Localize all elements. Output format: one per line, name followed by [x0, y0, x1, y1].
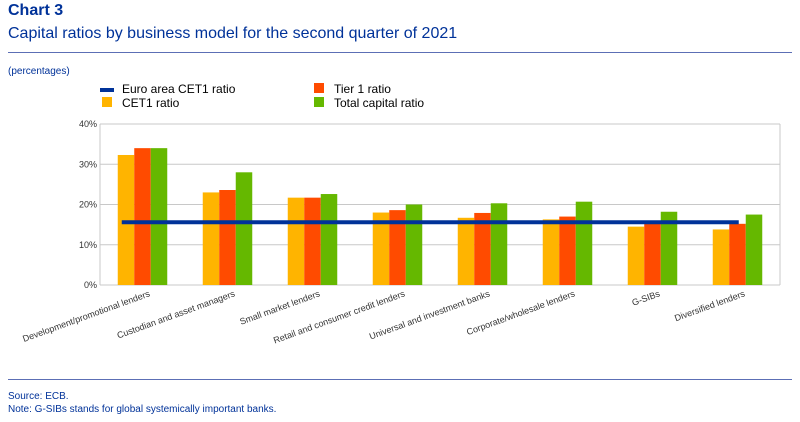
bar [729, 223, 746, 285]
bar [559, 216, 576, 285]
x-tick-label: Diversified lenders [673, 288, 746, 323]
legend: Euro area CET1 ratio Tier 1 ratio CET1 rat… [100, 82, 424, 110]
bar [490, 203, 508, 285]
y-tick-label: 20% [79, 200, 97, 210]
bars [117, 148, 763, 285]
legend-label: Euro area CET1 ratio [122, 82, 236, 96]
x-tick-label: Small market lenders [238, 288, 321, 326]
legend-swatch-line [100, 88, 114, 92]
bar [202, 192, 220, 285]
bar [405, 204, 423, 285]
bar [320, 194, 338, 285]
bar [457, 217, 475, 285]
y-tick-label: 0% [84, 280, 97, 290]
chart-title: Capital ratios by business model for the… [8, 25, 458, 42]
y-tick-label: 30% [79, 159, 97, 169]
bar [627, 226, 645, 285]
legend-label: CET1 ratio [122, 96, 180, 110]
bar [219, 190, 236, 285]
bar [117, 154, 135, 285]
bar [150, 148, 168, 285]
bar [542, 219, 560, 285]
units-label: (percentages) [8, 66, 70, 77]
y-tick-label: 10% [79, 240, 97, 250]
bar [474, 212, 491, 285]
footnotes: Source: ECB. Note: G-SIBs stands for glo… [8, 390, 276, 416]
bar [712, 229, 730, 285]
legend-swatch [314, 83, 324, 93]
explanatory-note: Note: G-SIBs stands for global systemica… [8, 404, 277, 415]
top-rule [8, 52, 792, 53]
source-note: Source: ECB. [8, 391, 69, 402]
bar [745, 214, 763, 285]
bar [660, 211, 678, 285]
legend-swatch [314, 97, 324, 107]
y-axis: 0% 10% 20% 30% 40% [79, 119, 97, 290]
x-tick-label: G-SIBs [630, 288, 661, 307]
bar [134, 148, 151, 285]
legend-label: Total capital ratio [334, 96, 424, 110]
bar [575, 201, 593, 285]
y-tick-label: 40% [79, 119, 97, 129]
bar [287, 197, 305, 285]
legend-label: Tier 1 ratio [334, 82, 391, 96]
bar [644, 223, 661, 285]
grid [99, 123, 781, 286]
bar [304, 197, 321, 285]
legend-swatch [102, 97, 112, 107]
bar [235, 172, 253, 285]
chart-label: Chart 3 [8, 2, 64, 19]
x-axis: Development/promotional lendersCustodian… [21, 288, 746, 345]
bar [372, 212, 390, 285]
bottom-rule [8, 379, 792, 380]
bar [389, 210, 406, 285]
